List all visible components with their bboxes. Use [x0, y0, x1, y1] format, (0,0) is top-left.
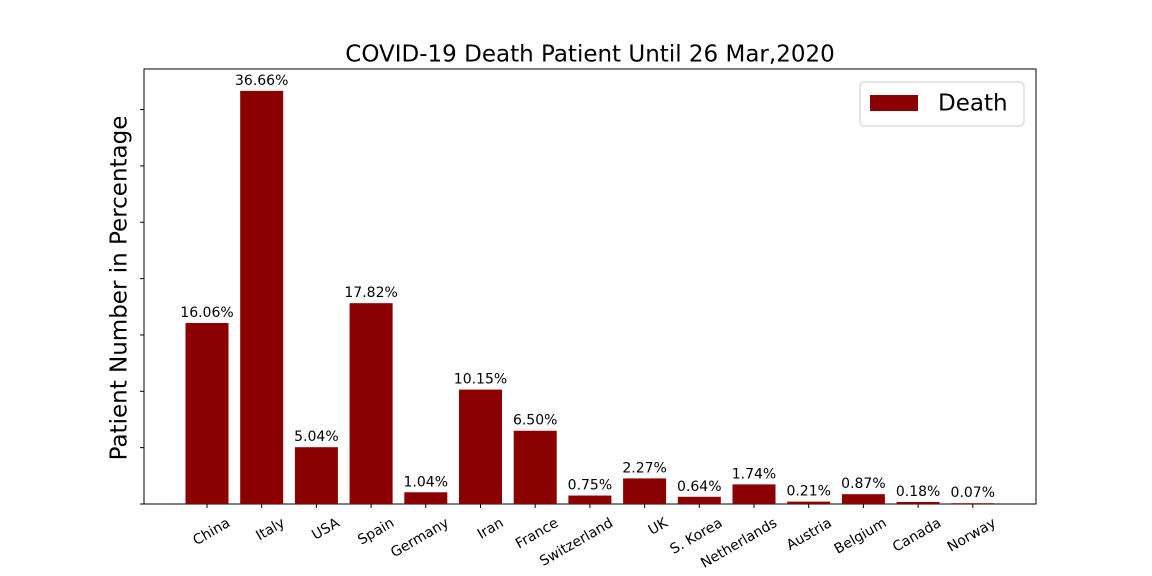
- x-tick-label: Belgium: [832, 515, 890, 558]
- value-label: 0.07%: [951, 485, 995, 501]
- legend-swatch: [870, 95, 918, 111]
- x-tick-label: Iran: [475, 515, 507, 543]
- x-tick-label: UK: [646, 515, 672, 539]
- value-label: 1.04%: [404, 474, 448, 490]
- x-tick-label: Germany: [388, 515, 452, 561]
- legend-box: [859, 81, 1025, 127]
- value-label: 1.74%: [732, 466, 776, 482]
- x-tick-label: Norway: [945, 515, 999, 555]
- value-label: 0.64%: [677, 479, 721, 495]
- bar: [240, 90, 284, 504]
- value-label: 2.27%: [622, 460, 666, 476]
- y-axis-label: Patient Number in Percentage: [107, 116, 133, 461]
- bar: [732, 484, 776, 504]
- x-tick-label: China: [190, 515, 233, 549]
- value-label: 17.82%: [344, 285, 397, 301]
- legend-label: Death: [938, 91, 1008, 117]
- bar: [459, 389, 502, 504]
- bar: [951, 503, 995, 504]
- value-label: 36.66%: [235, 73, 288, 89]
- bar: [677, 496, 721, 504]
- chart-title: COVID-19 Death Patient Until 26 Mar,2020: [345, 42, 834, 68]
- x-axis-label: Country Name: [507, 575, 674, 576]
- bar: [294, 447, 338, 504]
- x-tick-label: Austria: [784, 515, 835, 554]
- value-label: 16.06%: [180, 305, 233, 321]
- bar: [513, 430, 557, 504]
- x-tick-label: USA: [309, 515, 342, 544]
- bar: [841, 494, 885, 504]
- x-tick-label: Italy: [253, 515, 287, 544]
- x-tick-label: Canada: [890, 515, 944, 555]
- bar: [787, 501, 831, 504]
- bar: [185, 323, 229, 504]
- bar: [896, 501, 940, 504]
- bar: [568, 495, 612, 504]
- value-label: 0.18%: [896, 484, 940, 500]
- value-label: 0.75%: [568, 478, 612, 494]
- bar: [623, 478, 667, 504]
- value-label: 6.50%: [513, 413, 557, 429]
- value-label: 0.21%: [786, 484, 830, 500]
- x-tick-label: Spain: [355, 515, 397, 548]
- bar: [404, 492, 448, 504]
- value-label: 10.15%: [454, 372, 507, 388]
- value-label: 0.87%: [841, 476, 885, 492]
- value-label: 5.04%: [294, 429, 338, 445]
- bar: [349, 303, 393, 504]
